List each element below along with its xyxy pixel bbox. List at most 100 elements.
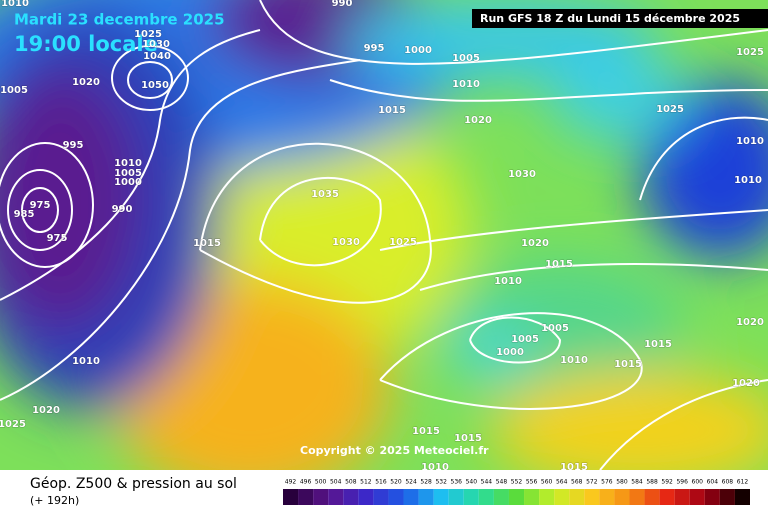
isobar-label: 1025 <box>389 237 417 248</box>
isobar-label: 1025 <box>0 419 26 430</box>
scale-swatch <box>448 489 464 505</box>
isobar-label: 1025 <box>656 104 684 115</box>
isobar-label: 1005 <box>511 334 539 345</box>
scale-label: 540 <box>466 479 478 486</box>
scale-swatch <box>689 489 705 505</box>
isobar-label: 1015 <box>644 339 672 350</box>
scale-label: 560 <box>541 479 553 486</box>
scale-swatch <box>403 489 419 505</box>
scale-label: 588 <box>646 479 658 486</box>
scale-swatch <box>674 489 690 505</box>
isobar-label: 1005 <box>541 323 569 334</box>
scale-swatch <box>659 489 675 505</box>
isobar-label: 1010 <box>1 0 29 9</box>
isobar-label: 1015 <box>454 433 482 444</box>
scale-swatch <box>283 489 299 505</box>
isobar-label: 1025 <box>134 29 162 40</box>
isobar-label: 1020 <box>736 317 764 328</box>
scale-label: 592 <box>661 479 673 486</box>
isobar-label: 1005 <box>114 168 142 179</box>
scale-swatch <box>524 489 540 505</box>
scale-label: 596 <box>676 479 688 486</box>
scale-swatch <box>554 489 570 505</box>
scale-label: 528 <box>420 479 432 486</box>
scale-swatch <box>313 489 329 505</box>
scale-label: 572 <box>586 479 598 486</box>
isobar-label: 1030 <box>332 237 360 248</box>
isobar-label: 995 <box>364 43 385 54</box>
isobar-label: 1015 <box>545 259 573 270</box>
scale-swatch <box>298 489 314 505</box>
scale-swatch <box>569 489 585 505</box>
scale-label: 496 <box>300 479 312 486</box>
isobar-label: 1010 <box>736 136 764 147</box>
scale-label: 512 <box>360 479 372 486</box>
scale-swatch <box>734 489 750 505</box>
isobar-label: 1050 <box>141 80 169 91</box>
scale-label: 580 <box>616 479 628 486</box>
scale-label: 556 <box>526 479 538 486</box>
scale-label: 612 <box>737 479 749 486</box>
scale-swatch <box>704 489 720 505</box>
scale-swatch <box>358 489 374 505</box>
isobar-label: 1030 <box>508 169 536 180</box>
scale-label: 604 <box>707 479 719 486</box>
scale-swatch <box>388 489 404 505</box>
isobar-label: 995 <box>63 140 84 151</box>
scale-swatch <box>508 489 525 505</box>
scale-swatch <box>328 489 344 505</box>
isobars <box>0 0 768 470</box>
isobar-label: 985 <box>14 209 35 220</box>
isobar-label: 1010 <box>560 355 588 366</box>
isobar-label: 1000 <box>114 177 142 188</box>
scale-swatch <box>539 489 555 505</box>
scale-label: 564 <box>556 479 568 486</box>
scale-swatch <box>719 489 735 505</box>
map-field <box>0 0 768 470</box>
scale-swatch <box>478 489 494 505</box>
scale-label: 544 <box>481 479 493 486</box>
isobar-label: 1035 <box>311 189 339 200</box>
forecast-date: Mardi 23 decembre 2025 <box>14 11 225 29</box>
scale-label: 568 <box>571 479 583 486</box>
footer-title: Géop. Z500 & pression au sol <box>30 476 237 492</box>
run-box <box>472 9 768 28</box>
scale-label: 548 <box>496 479 508 486</box>
isobar-label: 990 <box>332 0 353 9</box>
scale-label: 608 <box>722 479 734 486</box>
isobar-label: 1015 <box>412 426 440 437</box>
isobar-label: 1040 <box>143 51 171 62</box>
isobar-labels: 1010 990100510251030104010501020995101010… <box>0 0 764 474</box>
scale-swatch <box>614 489 630 505</box>
footer-lead: (+ 192h) <box>30 494 79 507</box>
scale-swatch <box>373 489 389 505</box>
scale-swatch <box>629 489 645 505</box>
isobar-label: 1020 <box>32 405 60 416</box>
scale-label: 500 <box>315 479 327 486</box>
isobar-label: 1000 <box>496 347 524 358</box>
isobar-label: 1005 <box>0 85 28 96</box>
isobar-label: 1015 <box>193 238 221 249</box>
copyright: Copyright © 2025 Meteociel.fr <box>300 444 489 457</box>
isobar-label: 1020 <box>464 115 492 126</box>
scale-swatch <box>418 489 434 505</box>
scale-label: 504 <box>330 479 342 486</box>
isobar-label: 990 <box>112 204 133 215</box>
scale-label: 536 <box>451 479 463 486</box>
scale-label: 600 <box>692 479 704 486</box>
scale-label: 552 <box>511 479 523 486</box>
scale-swatch <box>493 489 509 505</box>
scale-swatch <box>343 489 359 505</box>
isobar-label: 1000 <box>404 45 432 56</box>
color-scale: 492 496 500 504 508 512 516 520 524 528 532 536 540 5… <box>283 479 750 505</box>
scale-swatch <box>433 489 449 505</box>
isobar-label: 1010 <box>452 79 480 90</box>
isobar-label: 1010 <box>494 276 522 287</box>
isobar-label: 1010 <box>734 175 762 186</box>
scale-swatch <box>599 489 615 505</box>
isobar-label: 1025 <box>736 47 764 58</box>
scale-swatch <box>644 489 660 505</box>
isobar-label: 1020 <box>732 378 760 389</box>
isobar-label: 1010 <box>114 158 142 169</box>
